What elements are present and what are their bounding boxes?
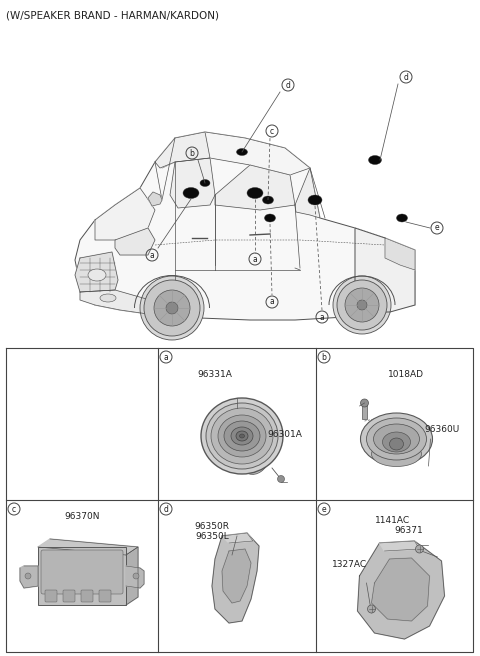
Ellipse shape bbox=[367, 418, 427, 460]
Ellipse shape bbox=[247, 188, 263, 199]
Polygon shape bbox=[222, 533, 253, 543]
Ellipse shape bbox=[200, 180, 210, 186]
Text: 96350L: 96350L bbox=[195, 532, 229, 541]
Text: 96371: 96371 bbox=[394, 526, 423, 535]
Ellipse shape bbox=[88, 269, 106, 281]
Text: 1141AC: 1141AC bbox=[375, 516, 410, 525]
Text: d: d bbox=[404, 73, 408, 81]
Ellipse shape bbox=[373, 424, 420, 454]
Polygon shape bbox=[20, 566, 38, 588]
Circle shape bbox=[368, 605, 375, 613]
Text: c: c bbox=[270, 127, 274, 136]
Polygon shape bbox=[126, 547, 138, 605]
FancyBboxPatch shape bbox=[81, 590, 93, 602]
Text: (W/SPEAKER BRAND - HARMAN/KARDON): (W/SPEAKER BRAND - HARMAN/KARDON) bbox=[6, 10, 219, 20]
Polygon shape bbox=[355, 228, 415, 317]
Polygon shape bbox=[155, 132, 210, 168]
Ellipse shape bbox=[372, 441, 421, 466]
Circle shape bbox=[277, 476, 285, 483]
Polygon shape bbox=[295, 168, 320, 218]
FancyBboxPatch shape bbox=[362, 403, 367, 419]
Polygon shape bbox=[75, 252, 118, 292]
Text: 96331A: 96331A bbox=[198, 370, 232, 379]
Polygon shape bbox=[38, 539, 138, 555]
Polygon shape bbox=[126, 566, 144, 588]
Polygon shape bbox=[75, 132, 415, 320]
Ellipse shape bbox=[389, 438, 404, 450]
Ellipse shape bbox=[218, 415, 266, 457]
Text: 1018AD: 1018AD bbox=[388, 370, 424, 379]
Text: 96301A: 96301A bbox=[267, 430, 302, 439]
Circle shape bbox=[154, 290, 190, 326]
Circle shape bbox=[360, 399, 369, 407]
Circle shape bbox=[337, 280, 387, 330]
Text: a: a bbox=[252, 255, 257, 264]
Ellipse shape bbox=[263, 196, 274, 204]
Polygon shape bbox=[222, 549, 251, 603]
Circle shape bbox=[333, 276, 391, 334]
Polygon shape bbox=[148, 192, 162, 206]
Text: a: a bbox=[164, 352, 168, 361]
Polygon shape bbox=[160, 132, 310, 175]
Circle shape bbox=[345, 288, 379, 322]
Ellipse shape bbox=[100, 294, 116, 302]
FancyBboxPatch shape bbox=[45, 590, 57, 602]
Circle shape bbox=[133, 573, 139, 579]
Text: e: e bbox=[322, 504, 326, 514]
Circle shape bbox=[416, 545, 423, 553]
Circle shape bbox=[166, 302, 178, 314]
Ellipse shape bbox=[237, 148, 248, 155]
Polygon shape bbox=[358, 541, 444, 639]
Text: e: e bbox=[435, 224, 439, 232]
Polygon shape bbox=[115, 228, 155, 255]
Ellipse shape bbox=[308, 195, 322, 205]
Ellipse shape bbox=[240, 434, 272, 474]
Circle shape bbox=[25, 573, 31, 579]
FancyBboxPatch shape bbox=[38, 547, 126, 605]
Text: a: a bbox=[270, 298, 275, 306]
FancyBboxPatch shape bbox=[41, 550, 123, 594]
Ellipse shape bbox=[396, 214, 408, 222]
Text: c: c bbox=[12, 504, 16, 514]
Ellipse shape bbox=[369, 155, 382, 165]
Polygon shape bbox=[215, 165, 295, 210]
Ellipse shape bbox=[211, 408, 273, 464]
Ellipse shape bbox=[360, 413, 432, 465]
Polygon shape bbox=[95, 188, 155, 240]
Text: a: a bbox=[320, 312, 324, 321]
Text: a: a bbox=[150, 251, 155, 260]
Circle shape bbox=[140, 276, 204, 340]
Ellipse shape bbox=[231, 427, 253, 445]
Polygon shape bbox=[212, 533, 259, 623]
Text: b: b bbox=[322, 352, 326, 361]
Text: d: d bbox=[286, 81, 290, 89]
Polygon shape bbox=[170, 158, 215, 208]
Ellipse shape bbox=[183, 188, 199, 199]
Polygon shape bbox=[80, 290, 155, 315]
Polygon shape bbox=[385, 238, 415, 270]
Ellipse shape bbox=[206, 403, 278, 469]
Ellipse shape bbox=[264, 214, 276, 222]
Ellipse shape bbox=[201, 398, 283, 474]
Circle shape bbox=[357, 300, 367, 310]
Text: 96360U: 96360U bbox=[424, 425, 459, 434]
FancyBboxPatch shape bbox=[63, 590, 75, 602]
Ellipse shape bbox=[240, 434, 244, 438]
Text: d: d bbox=[164, 504, 168, 514]
Ellipse shape bbox=[224, 421, 260, 451]
Ellipse shape bbox=[236, 431, 248, 441]
Polygon shape bbox=[372, 558, 430, 621]
Text: 96370N: 96370N bbox=[64, 512, 100, 521]
FancyBboxPatch shape bbox=[99, 590, 111, 602]
Text: 96350R: 96350R bbox=[194, 522, 229, 531]
Polygon shape bbox=[380, 541, 420, 551]
Circle shape bbox=[144, 280, 200, 336]
Text: 1327AC: 1327AC bbox=[332, 560, 367, 569]
Text: b: b bbox=[190, 148, 194, 157]
Ellipse shape bbox=[383, 432, 410, 452]
